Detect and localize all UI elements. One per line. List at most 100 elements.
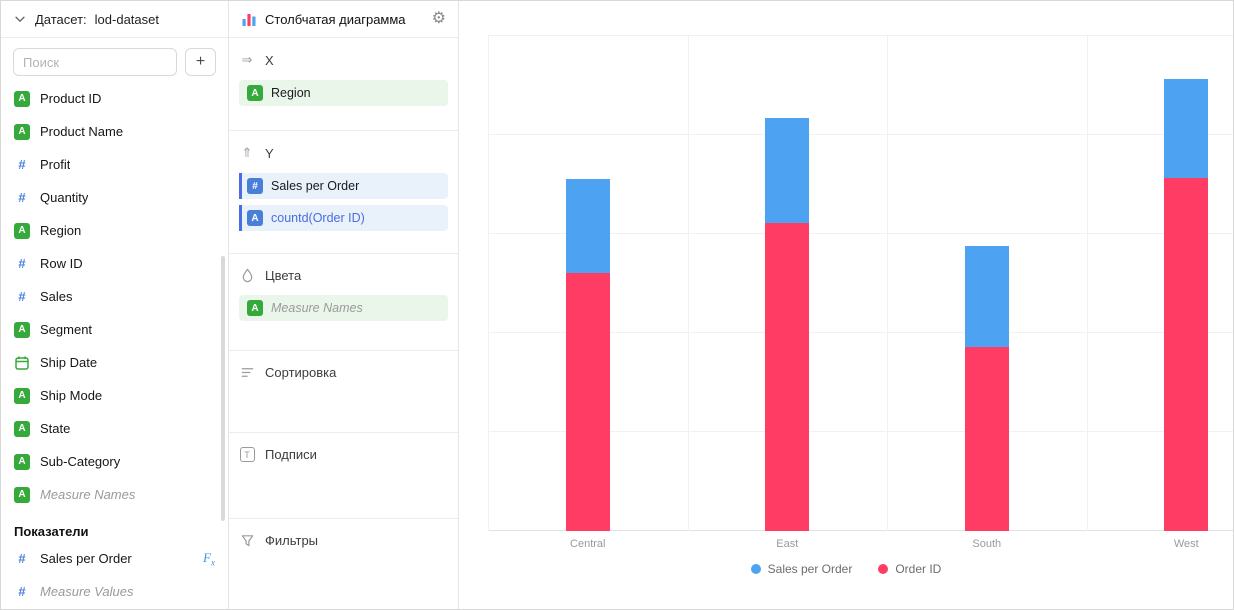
field-pill[interactable]: # Sales per Order bbox=[239, 173, 448, 199]
bar-segment[interactable] bbox=[964, 246, 1009, 348]
number-type-icon: # bbox=[18, 289, 26, 304]
dataset-header: Датасет: lod-dataset bbox=[1, 1, 228, 38]
v-gridline bbox=[887, 36, 888, 531]
dataset-name[interactable]: lod-dataset bbox=[94, 11, 159, 27]
bar-segment[interactable] bbox=[765, 117, 810, 223]
x-axis-icon: ⇒ bbox=[241, 52, 253, 67]
text-label-icon: T bbox=[239, 447, 255, 462]
bar-segment[interactable] bbox=[1164, 177, 1209, 531]
h-gridline bbox=[488, 431, 1233, 432]
bar-segment[interactable] bbox=[1164, 78, 1209, 178]
v-gridline bbox=[488, 36, 489, 531]
string-type-icon: A bbox=[14, 222, 30, 239]
sort-icon bbox=[239, 365, 255, 380]
field-label: Profit bbox=[40, 157, 71, 172]
legend-item[interactable]: Sales per Order bbox=[750, 562, 852, 576]
field-item[interactable]: # Quantity bbox=[1, 181, 228, 214]
sort-shelf-header: Сортировка bbox=[239, 365, 448, 380]
pill-label: Sales per Order bbox=[271, 179, 360, 193]
chart-type-title[interactable]: Столбчатая диаграмма bbox=[265, 11, 406, 27]
field-item[interactable]: A State bbox=[1, 412, 228, 445]
field-item[interactable]: A Segment bbox=[1, 313, 228, 346]
field-item[interactable]: # Sales bbox=[1, 280, 228, 313]
legend-item[interactable]: Order ID bbox=[878, 562, 941, 576]
string-type-icon: A bbox=[14, 123, 30, 140]
colors-shelf-pills: A Measure Names bbox=[239, 295, 448, 321]
chart-type-header: Столбчатая диаграмма ⚙ bbox=[229, 1, 458, 38]
field-label: Sub-Category bbox=[40, 454, 121, 469]
chevron-down-icon[interactable] bbox=[13, 12, 27, 26]
gear-icon[interactable]: ⚙ bbox=[431, 10, 446, 27]
number-type-icon: # bbox=[18, 256, 26, 271]
field-item[interactable]: A Ship Mode bbox=[1, 379, 228, 412]
field-label: Ship Mode bbox=[40, 388, 103, 403]
bar-segment[interactable] bbox=[565, 179, 610, 273]
field-item[interactable]: A Measure Names bbox=[1, 478, 228, 511]
field-item[interactable]: # Row ID bbox=[1, 247, 228, 280]
bar-segment[interactable] bbox=[765, 223, 810, 531]
x-axis-label: East bbox=[776, 538, 799, 550]
y-axis-icon: ⇑ bbox=[241, 145, 253, 160]
x-axis-label: Central bbox=[570, 538, 606, 550]
filters-shelf-label: Фильтры bbox=[265, 533, 319, 548]
add-field-button[interactable]: + bbox=[185, 48, 216, 76]
dataset-label: Датасет: bbox=[35, 11, 87, 27]
field-label: Product ID bbox=[40, 91, 102, 106]
chart-area: Central East South West Sales per Order Orde… bbox=[459, 1, 1233, 609]
string-type-icon: A bbox=[14, 387, 30, 404]
field-item[interactable]: A Product ID bbox=[1, 82, 228, 115]
field-item[interactable]: A Product Name bbox=[1, 115, 228, 148]
legend-dot-icon bbox=[878, 564, 889, 574]
string-type-icon: A bbox=[14, 90, 30, 107]
field-label: Sales per Order bbox=[40, 551, 132, 566]
number-type-icon: # bbox=[18, 190, 26, 205]
pill-label: countd(Order ID) bbox=[271, 211, 365, 225]
string-type-icon: A bbox=[14, 321, 30, 338]
field-item[interactable]: # Profit bbox=[1, 148, 228, 181]
v-gridline bbox=[687, 36, 689, 531]
h-gridline bbox=[488, 332, 1233, 333]
measures-section-header: Показатели bbox=[14, 524, 89, 539]
string-type-icon: A bbox=[247, 300, 263, 316]
x-shelf-pills: A Region bbox=[239, 80, 448, 106]
funnel-icon bbox=[239, 533, 255, 548]
labels-shelf: T Подписи bbox=[229, 433, 458, 519]
field-item[interactable]: A Region bbox=[1, 214, 228, 247]
chart-plot bbox=[488, 35, 1233, 531]
string-type-icon: A bbox=[14, 420, 30, 437]
string-type-icon: A bbox=[247, 85, 263, 101]
measures-list: # Sales per Order Fx # Measure Values bbox=[1, 542, 228, 608]
field-item[interactable]: # Measure Values bbox=[1, 575, 228, 608]
fields-list: A Product ID A Product Name # Profit # Quantity… bbox=[1, 82, 228, 511]
number-type-icon: # bbox=[18, 584, 26, 599]
formula-icon[interactable]: Fx bbox=[203, 549, 215, 568]
bar-segment[interactable] bbox=[964, 347, 1009, 531]
paint-drop-icon bbox=[239, 268, 255, 283]
search-input[interactable] bbox=[13, 48, 177, 76]
field-item[interactable]: # Sales per Order Fx bbox=[1, 542, 228, 575]
string-type-icon: A bbox=[247, 210, 263, 226]
sidebar-scrollbar[interactable] bbox=[221, 256, 225, 521]
field-pill[interactable]: A Region bbox=[239, 80, 448, 106]
h-gridline bbox=[488, 233, 1233, 234]
chart-config-panel: Столбчатая диаграмма ⚙ ⇒ X A Region ⇑ Y #… bbox=[229, 1, 459, 609]
labels-shelf-header: T Подписи bbox=[239, 447, 448, 462]
sort-shelf: Сортировка bbox=[229, 351, 458, 433]
field-label: Measure Values bbox=[40, 584, 134, 599]
field-item[interactable]: Ship Date bbox=[1, 346, 228, 379]
x-axis-label: South bbox=[972, 538, 1002, 550]
field-pill[interactable]: A Measure Names bbox=[239, 295, 448, 321]
filters-shelf: Фильтры bbox=[229, 519, 458, 609]
x-shelf-label: X bbox=[265, 52, 274, 68]
column-chart-icon[interactable] bbox=[241, 11, 257, 27]
h-gridline bbox=[488, 134, 1233, 135]
field-label: Sales bbox=[40, 289, 73, 304]
bar-segment[interactable] bbox=[565, 272, 610, 531]
field-item[interactable]: A Sub-Category bbox=[1, 445, 228, 478]
string-type-icon: A bbox=[14, 453, 30, 470]
y-shelf-label: Y bbox=[265, 145, 274, 161]
